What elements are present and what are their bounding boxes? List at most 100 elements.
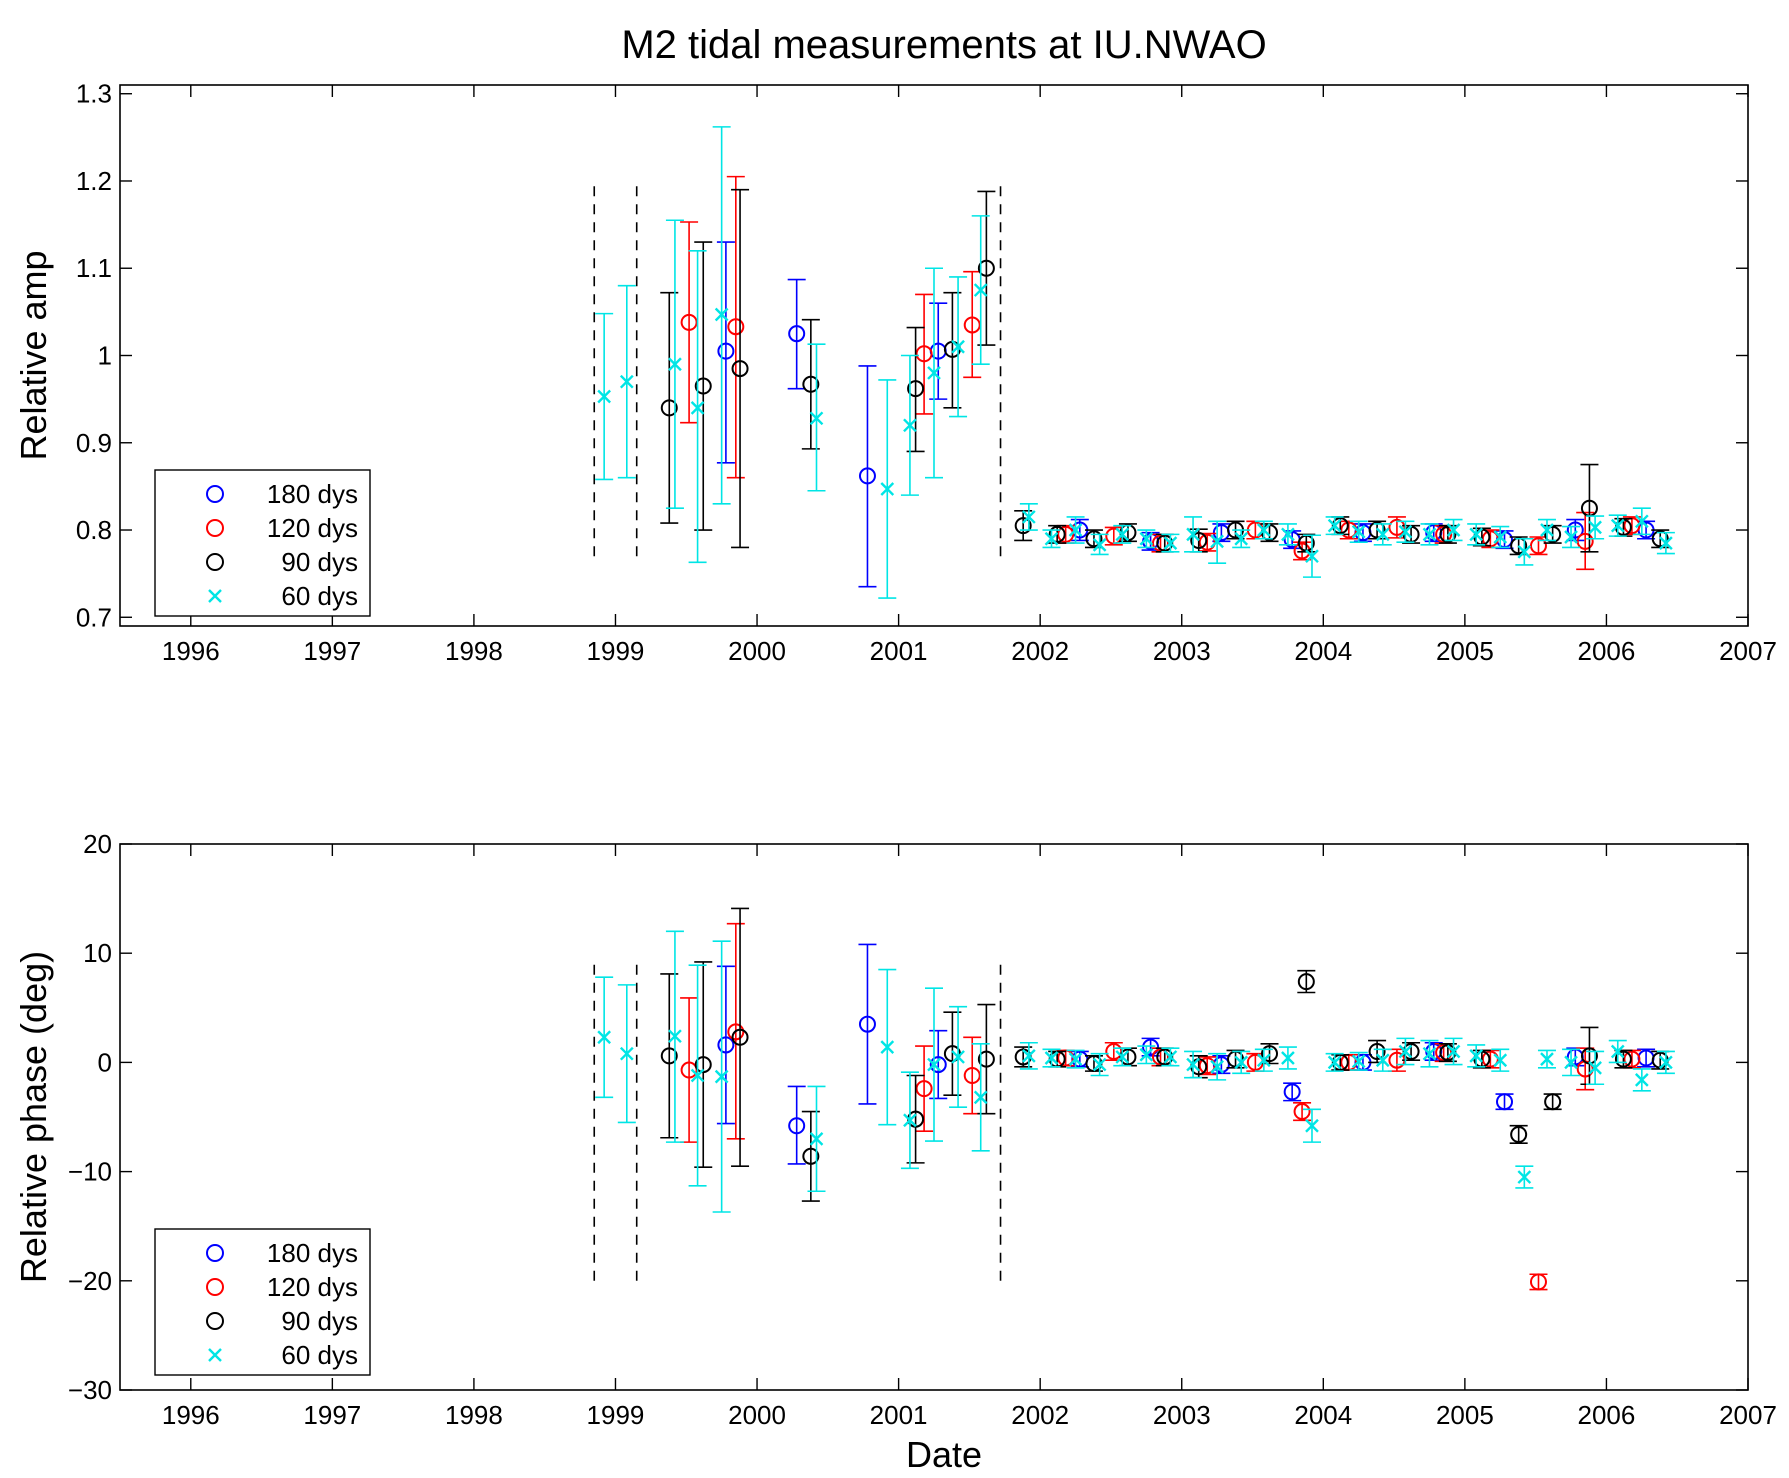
data-point (1544, 1093, 1562, 1111)
data-point (1092, 538, 1107, 552)
y-tick-label: 1 (98, 341, 112, 371)
x-tick-label: 1996 (162, 1400, 220, 1430)
data-point (1305, 549, 1319, 564)
data-point (619, 374, 634, 389)
y-tick-label: 1.3 (76, 79, 112, 109)
legend-marker (206, 1244, 224, 1262)
x-tick-label: 2004 (1294, 1400, 1352, 1430)
data-point (1234, 531, 1249, 546)
data-point (1517, 544, 1532, 559)
data-point (731, 1028, 749, 1046)
data-point (1651, 530, 1669, 548)
y-axis-label: Relative phase (deg) (13, 951, 54, 1283)
data-point (1375, 527, 1390, 542)
data-point (963, 1067, 981, 1085)
legend-marker (208, 589, 222, 603)
x-tick-label: 1999 (587, 636, 645, 666)
x-tick-label: 2006 (1578, 1400, 1636, 1430)
data-point (1014, 517, 1032, 535)
legend-box (154, 1228, 371, 1376)
data-point (1422, 1046, 1437, 1061)
data-point (1517, 1170, 1532, 1184)
data-point (788, 325, 806, 343)
data-point (802, 1147, 820, 1165)
data-point (1257, 523, 1271, 537)
x-tick-label: 1998 (445, 1400, 503, 1430)
legend-marker (206, 1278, 224, 1296)
data-point (1610, 1044, 1625, 1059)
data-point (1493, 1053, 1508, 1068)
y-tick-label: 0 (98, 1047, 112, 1077)
data-point (1446, 523, 1461, 537)
data-point (1139, 531, 1154, 546)
data-point (1614, 1050, 1632, 1068)
x-tick-label: 1997 (303, 636, 361, 666)
y-tick-label: 10 (83, 938, 112, 968)
legend-label: 60 dys (281, 581, 358, 611)
y-axis-label: Relative amp (13, 250, 54, 460)
data-point (927, 1057, 941, 1072)
data-point (1022, 1049, 1036, 1063)
data-point (1375, 1053, 1390, 1068)
x-tick-label: 2005 (1436, 636, 1494, 666)
x-tick-label: 2002 (1011, 636, 1069, 666)
data-point (1588, 520, 1602, 535)
data-point (680, 1061, 698, 1079)
series-60-dys (595, 126, 1675, 599)
data-point (951, 339, 965, 354)
data-point (660, 1047, 678, 1065)
data-point (1469, 1049, 1484, 1063)
data-point (809, 1131, 824, 1146)
amplitude-panel: 1996 1997 1998 1999 2000 2001 2002 2003 2004 2005… (13, 79, 1777, 666)
data-point (680, 313, 698, 331)
x-tick-label: 1996 (162, 636, 220, 666)
data-point (1398, 524, 1413, 539)
data-point (1327, 518, 1342, 533)
data-point (694, 377, 712, 395)
data-point (1210, 1059, 1224, 1074)
x-tick-label: 2002 (1011, 1400, 1069, 1430)
data-point (880, 482, 895, 496)
data-point (727, 1023, 745, 1041)
data-point (1186, 1057, 1200, 1072)
legend-marker (206, 553, 224, 571)
data-point (1152, 1048, 1170, 1066)
data-point (1544, 525, 1562, 543)
data-point (717, 1036, 735, 1054)
data-point (788, 1117, 806, 1135)
data-point (903, 418, 917, 433)
data-point (1305, 1118, 1319, 1133)
legend-label: 180 dys (267, 1238, 358, 1268)
x-tick-label: 1998 (445, 636, 503, 666)
data-point (977, 259, 995, 277)
data-point (619, 1046, 634, 1061)
data-point (1115, 527, 1130, 542)
data-point (694, 1056, 712, 1074)
x-tick-label: 1999 (587, 1400, 645, 1430)
data-point (1186, 527, 1200, 542)
data-point (915, 1080, 933, 1098)
data-point (714, 1069, 729, 1084)
data-point (1048, 525, 1066, 543)
data-point (1439, 525, 1457, 543)
data-point (1510, 1125, 1528, 1143)
x-tick-label: 2001 (870, 1400, 928, 1430)
data-point (1293, 542, 1311, 560)
data-point (1368, 521, 1386, 539)
data-point (1634, 514, 1649, 529)
data-point (1057, 525, 1075, 543)
data-point (1496, 1093, 1514, 1111)
data-point (1142, 1038, 1160, 1056)
data-point (1152, 534, 1170, 552)
y-tick-label: −20 (68, 1266, 112, 1296)
data-point (809, 411, 824, 426)
x-tick-label: 2007 (1719, 636, 1777, 666)
data-point (1156, 1048, 1174, 1066)
data-point (1261, 1045, 1279, 1063)
series-90-dys (660, 907, 1670, 1202)
data-point (1388, 518, 1406, 536)
y-tick-label: −30 (68, 1375, 112, 1405)
data-point (1085, 530, 1103, 548)
legend-box (154, 469, 371, 617)
data-point (880, 1040, 895, 1054)
